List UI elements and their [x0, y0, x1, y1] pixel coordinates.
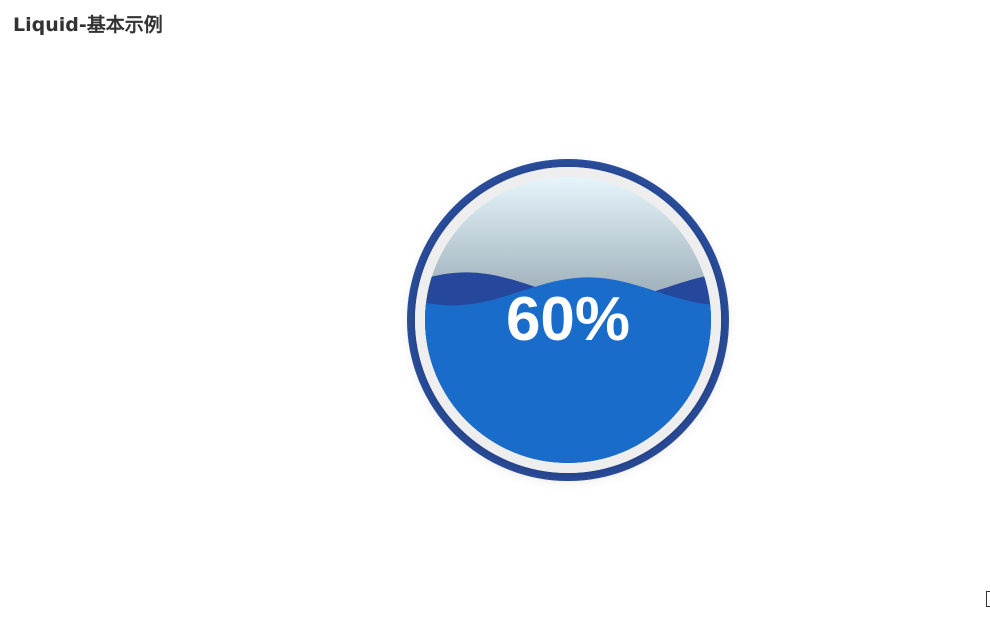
- liquid-wave-front: [425, 277, 711, 463]
- liquid-value-label: 60%: [506, 285, 630, 354]
- text-cursor-icon: [986, 591, 990, 607]
- page-title: Liquid-基本示例: [13, 14, 163, 36]
- liquid-outline-ring: [407, 159, 729, 481]
